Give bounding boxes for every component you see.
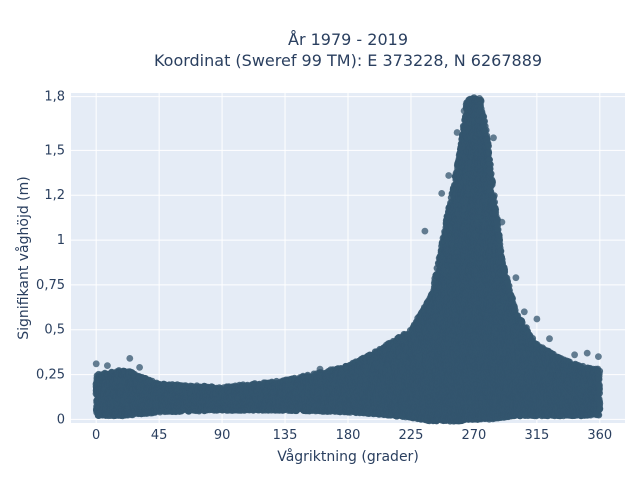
scatter-chart: 0 45 90 135 180 225 270 315 360 00,250,50,7511,2…	[0, 0, 640, 480]
